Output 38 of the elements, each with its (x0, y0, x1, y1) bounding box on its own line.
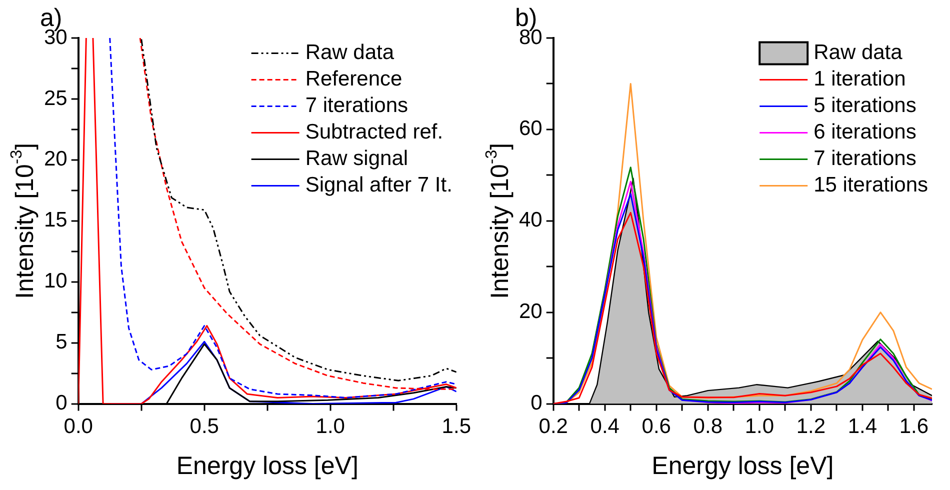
y-tick-label: 20 (44, 148, 68, 171)
x-tick-label: 0.6 (642, 415, 671, 438)
y-tick-label: 0 (530, 392, 542, 415)
x-tick-label: 1.5 (442, 415, 472, 438)
x-tick-label: 0.4 (590, 415, 620, 438)
y-tick-label: 10 (44, 270, 68, 293)
y-tick-label: 20 (519, 300, 542, 324)
x-tick-label: 0.5 (190, 415, 219, 438)
y-axis-title: Intensity [10-3] (483, 142, 514, 299)
x-tick-label: 1.0 (744, 415, 774, 438)
y-tick-label: 25 (44, 86, 68, 110)
legend-label: 6 iterations (814, 120, 916, 144)
y-axis-title: Intensity [10-3] (8, 142, 39, 299)
x-tick-label: 0.2 (538, 415, 568, 438)
x-axis-title: Energy loss [eV] (652, 452, 834, 480)
legend-label: 1 iteration (814, 68, 906, 91)
x-tick-label: 1.6 (899, 415, 929, 438)
y-tick-label: 60 (519, 117, 542, 140)
x-tick-label: 1.4 (848, 415, 878, 438)
legend-label: Raw signal (305, 147, 408, 170)
legend-label: 7 iterations (305, 94, 408, 118)
legend-label: Subtracted ref. (305, 120, 444, 144)
x-tick-label: 1.0 (316, 415, 345, 438)
legend-label: Signal after 7 It. (305, 174, 452, 197)
y-tick-label: 40 (519, 208, 542, 232)
legend-label: 7 iterations (814, 147, 916, 170)
x-tick-label: 0.8 (693, 415, 723, 438)
legend-label: 15 iterations (814, 174, 928, 197)
x-tick-label: 1.2 (796, 415, 826, 438)
y-tick-label: 5 (56, 330, 68, 354)
x-axis-title: Energy loss [eV] (176, 452, 358, 480)
legend-label: 5 iterations (814, 94, 916, 118)
legend-label: Raw data (305, 41, 394, 64)
legend-label: Reference (305, 68, 402, 91)
y-tick-label: 15 (44, 208, 68, 232)
legend-label: Raw data (814, 41, 903, 64)
y-tick-label: 0 (56, 392, 68, 415)
x-tick-label: 0.0 (64, 415, 93, 438)
